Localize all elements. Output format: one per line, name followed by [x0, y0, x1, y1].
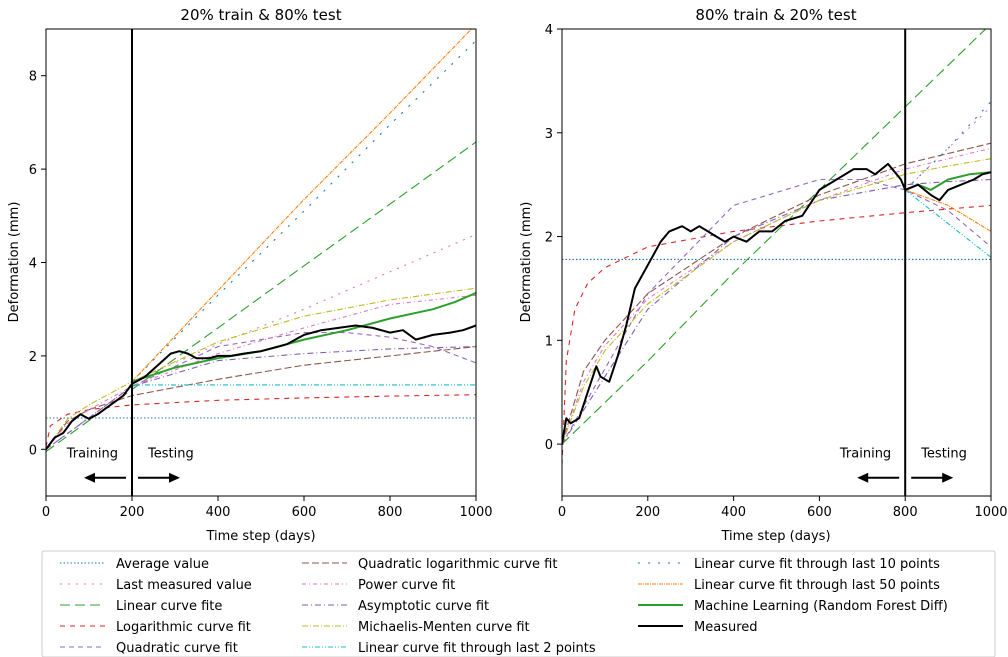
series-line-michaelis	[562, 158, 991, 445]
series-line-last2	[904, 189, 991, 258]
series-line-linear	[562, 29, 987, 445]
x-tick-label: 800	[378, 505, 403, 520]
x-tick-label: 1000	[459, 505, 492, 520]
series-line-quad-log	[46, 346, 476, 450]
left-x-axis-label: Time step (days)	[205, 529, 315, 544]
y-tick-label: 6	[29, 163, 37, 178]
legend-label-last10: Linear curve fit through last 10 points	[694, 557, 940, 572]
legend-label-last-value: Last measured value	[116, 578, 252, 593]
series-line-last10	[131, 40, 476, 382]
series-line-power	[46, 294, 476, 450]
x-tick-label: 800	[893, 505, 918, 520]
y-tick-label: 4	[545, 23, 553, 38]
series-line-asymptotic	[46, 346, 476, 450]
series-line-last50	[905, 189, 991, 232]
series-line-ml	[131, 291, 476, 383]
legend-label-last50: Linear curve fit through last 50 points	[694, 578, 940, 593]
y-tick-label: 4	[29, 257, 37, 272]
x-tick-label: 200	[120, 505, 145, 520]
y-tick-label: 2	[29, 350, 37, 365]
legend-label-average: Average value	[116, 557, 209, 572]
series-line-last-value	[131, 233, 476, 383]
legend-frame	[41, 550, 996, 657]
y-tick-label: 1	[545, 334, 553, 349]
series-line-quadratic	[562, 178, 991, 445]
y-tick-label: 0	[29, 443, 37, 458]
series-line-asymptotic	[562, 178, 991, 445]
series-line-quadratic	[46, 332, 476, 450]
y-tick-label: 8	[29, 70, 37, 85]
x-tick-label: 0	[42, 505, 50, 520]
left-chart-title: 20% train & 80% test	[180, 6, 341, 24]
right-chart-title: 80% train & 20% test	[695, 6, 856, 24]
legend-label-measured: Measured	[694, 620, 758, 635]
series-line-michaelis	[46, 287, 476, 450]
testing-arrow-icon	[138, 472, 180, 483]
right-plot-frame	[561, 28, 992, 497]
training-annotation: Training	[66, 447, 118, 462]
legend-label-quad-log: Quadratic logarithmic curve fit	[358, 557, 557, 572]
testing-annotation: Testing	[920, 447, 967, 462]
series-line-measured	[46, 324, 476, 450]
legend-label-last2: Linear curve fit through last 2 points	[358, 641, 596, 656]
testing-arrow-icon	[911, 472, 954, 483]
series-line-power	[562, 147, 991, 445]
testing-annotation: Testing	[147, 447, 194, 462]
legend-label-michaelis: Michaelis-Menten curve fit	[358, 620, 530, 635]
y-tick-label: 2	[545, 231, 553, 246]
series-line-measured	[562, 162, 991, 445]
y-tick-label: 3	[545, 127, 553, 142]
left-chart-panel: 20% train & 80% test Training Testing 0 20…	[7, 6, 493, 544]
x-tick-label: 200	[635, 505, 660, 520]
series-line-log	[562, 204, 991, 465]
x-tick-label: 1000	[974, 505, 1007, 520]
legend-label-asymptotic: Asymptotic curve fit	[358, 599, 489, 614]
left-y-axis-label: Deformation (mm)	[7, 202, 22, 323]
legend-label-ml: Machine Learning (Random Forest Diff)	[694, 599, 948, 614]
series-line-quad-log	[562, 142, 991, 445]
legend: Average value Last measured value Linear c…	[41, 550, 996, 657]
training-arrow-icon	[857, 472, 900, 483]
training-arrow-icon	[84, 472, 126, 483]
right-y-axis-label: Deformation (mm)	[519, 202, 534, 323]
training-annotation: Training	[839, 447, 891, 462]
left-plot-frame	[45, 28, 477, 497]
legend-label-power: Power curve fit	[358, 578, 455, 593]
right-x-axis-label: Time step (days)	[720, 529, 830, 544]
series-line-linear	[46, 141, 476, 453]
legend-label-log: Logarithmic curve fit	[116, 620, 251, 635]
legend-label-quadratic: Quadratic curve fit	[116, 641, 238, 656]
x-tick-label: 0	[558, 505, 566, 520]
series-line-last50	[131, 29, 473, 382]
x-tick-label: 400	[206, 505, 231, 520]
x-tick-label: 600	[807, 505, 832, 520]
legend-label-linear: Linear curve fite	[116, 599, 222, 614]
x-tick-label: 600	[292, 505, 317, 520]
x-tick-label: 400	[721, 505, 746, 520]
right-chart-panel: 80% train & 20% test Training Testing 0 20…	[519, 6, 1008, 544]
y-tick-label: 0	[545, 438, 553, 453]
